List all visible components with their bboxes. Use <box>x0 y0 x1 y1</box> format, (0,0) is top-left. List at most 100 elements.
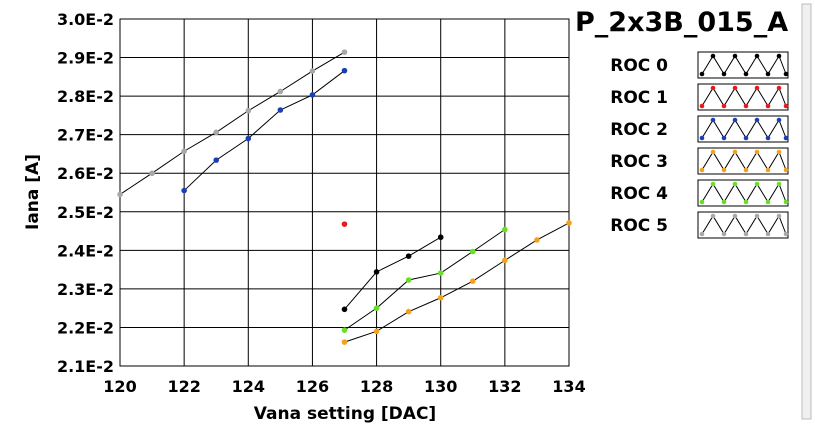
legend-marker-roc-0 <box>710 53 716 59</box>
legend-marker-roc-4 <box>776 181 782 187</box>
legend-item-roc-1: ROC 1 <box>610 83 789 111</box>
data-point-roc-4 <box>373 305 380 311</box>
y-tick-label: 2.6E-2 <box>57 164 114 183</box>
legend-label-roc-2: ROC 2 <box>610 120 668 140</box>
data-point-roc-4 <box>405 277 412 283</box>
data-point-roc-0 <box>341 306 348 313</box>
data-point-roc-2 <box>181 187 187 194</box>
y-tick-label: 2.1E-2 <box>57 357 114 376</box>
legend-marker-roc-2 <box>699 135 705 141</box>
series-roc-4 <box>341 226 508 333</box>
vertical-scrollbar[interactable] <box>801 3 812 420</box>
y-tick-labels: 2.1E-2 2.2E-2 2.3E-2 2.4E-2 2.5E-2 2.6E-2 2.7E… <box>57 10 114 376</box>
legend-marker-roc-2 <box>743 135 749 141</box>
legend-marker-roc-5 <box>743 231 749 237</box>
legend-marker-roc-3 <box>743 167 749 173</box>
legend-marker-roc-2 <box>754 117 760 123</box>
y-tick-label: 3.0E-2 <box>57 10 114 29</box>
x-axis-title: Vana setting [DAC] <box>254 404 436 424</box>
y-axis-title: Iana [A] <box>23 154 43 230</box>
data-point-roc-5 <box>341 49 348 55</box>
data-point-roc-2 <box>213 157 220 163</box>
legend-marker-roc-3 <box>776 149 782 155</box>
legend-marker-roc-4 <box>783 199 789 205</box>
legend-marker-roc-2 <box>776 117 782 123</box>
legend-label-roc-5: ROC 5 <box>610 216 668 236</box>
panel-scrollbar-area <box>595 0 815 430</box>
legend-marker-roc-1 <box>783 103 789 109</box>
series-roc-3 <box>341 220 572 345</box>
legend-label-roc-4: ROC 4 <box>610 184 668 204</box>
data-point-roc-4 <box>502 226 508 233</box>
legend-marker-roc-3 <box>783 167 789 173</box>
series-line-roc-4 <box>344 229 506 331</box>
data-point-roc-2 <box>277 107 284 113</box>
legend-marker-roc-5 <box>710 213 716 219</box>
legend-marker-roc-3 <box>721 167 727 173</box>
x-tick-labels: 120 122 124 126 128 130 132 134 <box>103 377 585 396</box>
legend-marker-roc-1 <box>710 85 716 91</box>
legend-marker-roc-0 <box>776 53 782 59</box>
legend-marker-roc-0 <box>765 71 771 77</box>
series-roc-1 <box>341 221 348 227</box>
legend-marker-roc-4 <box>710 181 716 187</box>
legend-marker-roc-5 <box>699 231 705 237</box>
legend-marker-roc-1 <box>776 85 782 91</box>
series-line-roc-5 <box>119 51 345 195</box>
y-tick-label: 2.5E-2 <box>57 203 114 222</box>
chart-title: P_2x3B_015_A <box>575 7 788 38</box>
legend: ROC 0 ROC 1 ROC 2 ROC 3 ROC 4 ROC 5 <box>610 51 789 239</box>
legend-marker-roc-1 <box>765 103 771 109</box>
data-point-roc-3 <box>502 257 508 264</box>
data-point-roc-3 <box>405 308 412 315</box>
data-point-roc-3 <box>341 339 348 345</box>
legend-item-roc-2: ROC 2 <box>610 115 789 143</box>
legend-label-roc-1: ROC 1 <box>610 88 668 108</box>
legend-marker-roc-4 <box>699 199 705 205</box>
x-tick-label: 130 <box>424 377 457 396</box>
legend-marker-roc-1 <box>732 85 738 91</box>
y-tick-label: 2.8E-2 <box>57 87 114 106</box>
legend-marker-roc-5 <box>721 231 727 237</box>
data-point-roc-0 <box>437 234 444 241</box>
data-point-roc-5 <box>213 129 220 136</box>
data-point-roc-0 <box>373 269 380 275</box>
legend-marker-roc-2 <box>732 117 738 123</box>
series-line-roc-3 <box>344 222 570 343</box>
legend-marker-roc-2 <box>721 135 727 141</box>
y-tick-label: 2.3E-2 <box>57 280 114 299</box>
legend-marker-roc-4 <box>732 181 738 187</box>
data-point-roc-5 <box>309 68 316 74</box>
legend-marker-roc-5 <box>783 231 789 237</box>
x-tick-label: 134 <box>552 377 585 396</box>
y-tick-label: 2.7E-2 <box>57 126 114 145</box>
series-roc-2 <box>181 67 348 194</box>
legend-marker-roc-3 <box>710 149 716 155</box>
y-tick-label: 2.2E-2 <box>57 318 114 337</box>
legend-marker-roc-3 <box>699 167 705 173</box>
legend-marker-roc-1 <box>743 103 749 109</box>
data-point-roc-3 <box>534 237 540 243</box>
data-point-roc-2 <box>245 135 252 142</box>
legend-item-roc-4: ROC 4 <box>610 179 789 207</box>
legend-marker-roc-3 <box>765 167 771 173</box>
data-point-roc-5 <box>245 107 252 114</box>
legend-marker-roc-5 <box>732 213 738 219</box>
legend-marker-roc-4 <box>743 199 749 205</box>
legend-marker-roc-2 <box>765 135 771 141</box>
legend-marker-roc-0 <box>783 71 789 77</box>
legend-marker-roc-5 <box>776 213 782 219</box>
legend-marker-roc-4 <box>721 199 727 205</box>
legend-marker-roc-2 <box>783 135 789 141</box>
data-point-roc-3 <box>437 294 444 301</box>
data-point-roc-5 <box>181 148 187 155</box>
data-point-roc-2 <box>341 67 348 74</box>
x-tick-label: 122 <box>167 377 200 396</box>
legend-marker-roc-4 <box>754 181 760 187</box>
legend-marker-roc-5 <box>754 213 760 219</box>
x-tick-label: 124 <box>232 377 265 396</box>
y-tick-label: 2.9E-2 <box>57 49 114 68</box>
series-roc-5 <box>117 49 348 198</box>
legend-marker-roc-1 <box>721 103 727 109</box>
